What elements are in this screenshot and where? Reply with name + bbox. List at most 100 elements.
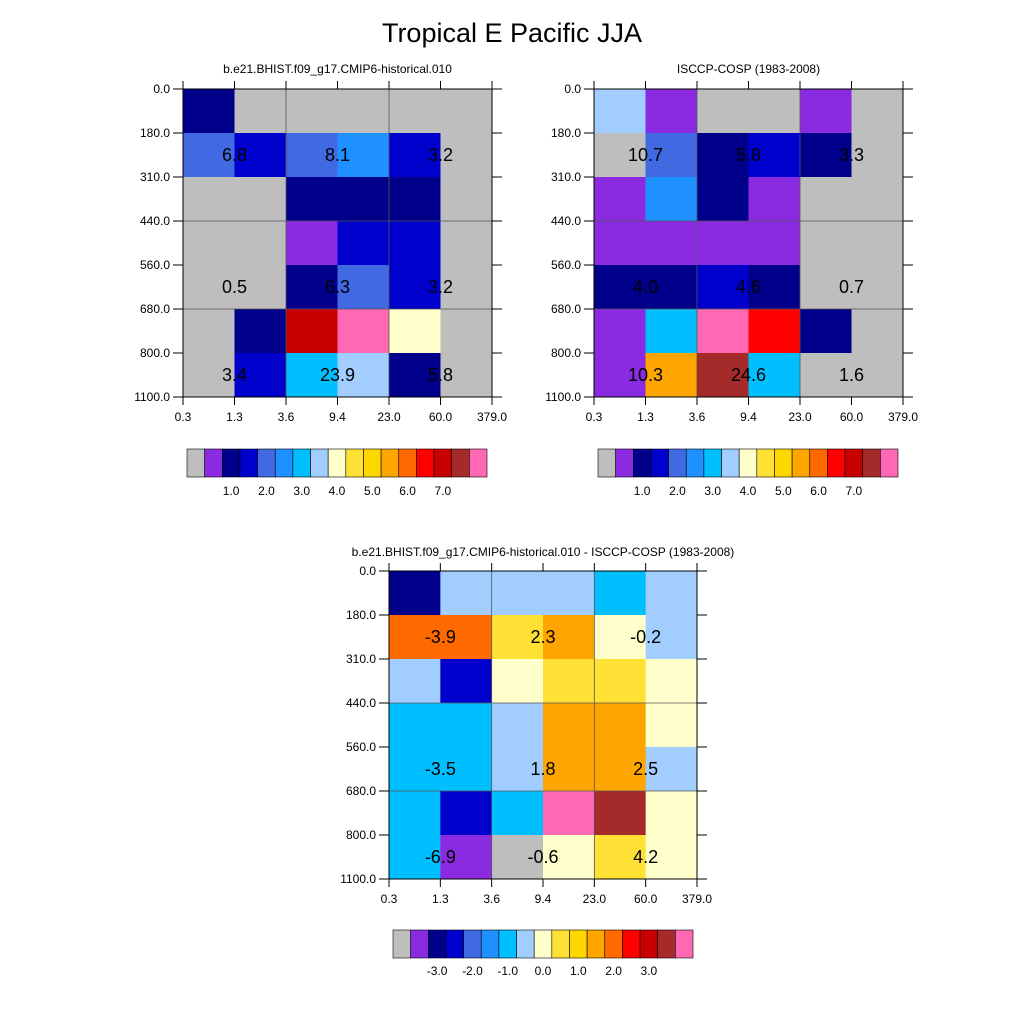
heatmap-cell <box>697 89 749 134</box>
heatmap-cell <box>440 571 493 616</box>
heatmap-cell <box>594 177 646 222</box>
panels-group: b.e21.BHIST.f09_g17.CMIP6-historical.010… <box>134 62 918 978</box>
cell-value-label: 1.6 <box>839 365 864 385</box>
cell-value-label: -3.5 <box>425 759 456 779</box>
heatmap-cell <box>337 353 390 398</box>
heatmap-cell <box>440 703 493 748</box>
heatmap-cell <box>440 265 493 310</box>
heatmap-cell <box>697 177 749 222</box>
heatmap-cell <box>800 89 852 134</box>
heatmap-cell <box>440 177 493 222</box>
heatmap-cell <box>748 309 801 354</box>
y-tick-label: 0.0 <box>564 82 581 96</box>
heatmap-cell <box>440 309 493 354</box>
colorbar-swatch <box>569 929 588 959</box>
colorbar-swatch <box>310 448 329 478</box>
colorbar-label: 1.0 <box>634 484 651 498</box>
heatmap-cell <box>491 791 544 836</box>
heatmap-cell <box>234 309 287 354</box>
heatmap-cell <box>800 265 852 310</box>
colorbar-swatch <box>657 929 676 959</box>
heatmap-cell <box>286 177 338 222</box>
colorbar-swatch <box>398 448 417 478</box>
x-tick-label: 0.3 <box>175 410 192 424</box>
heatmap-cell <box>440 353 493 398</box>
cell-value-label: -3.9 <box>425 627 456 647</box>
heatmap-cell <box>389 353 441 398</box>
colorbar-label: -3.0 <box>427 964 448 978</box>
colorbar-swatch <box>650 448 669 478</box>
colorbar-swatch <box>392 929 411 959</box>
cell-value-label: 4.2 <box>633 847 658 867</box>
heatmap-cell <box>183 133 235 178</box>
colorbar-label: -2.0 <box>462 964 483 978</box>
heatmap-cell <box>389 659 441 704</box>
x-tick-label: 23.0 <box>788 410 812 424</box>
colorbar-swatch <box>880 448 899 478</box>
cell-value-label: 8.1 <box>325 145 350 165</box>
heatmap-cell <box>594 353 646 398</box>
colorbar-swatch <box>274 448 294 478</box>
colorbar-swatch <box>463 929 482 959</box>
panel-title: b.e21.BHIST.f09_g17.CMIP6-historical.010… <box>352 545 735 559</box>
heatmap-cell <box>183 89 235 134</box>
heatmap-cell <box>337 177 390 222</box>
heatmap-cell <box>234 265 287 310</box>
cell-value-label: -6.9 <box>425 847 456 867</box>
heatmap-cell <box>491 703 544 748</box>
y-tick-label: 440.0 <box>346 696 376 710</box>
colorbar-swatch <box>827 448 846 478</box>
heatmap-cell <box>697 353 749 398</box>
heatmap-cell <box>748 133 801 178</box>
heatmap-cell <box>337 309 390 354</box>
heatmap-cell <box>389 133 441 178</box>
cell-value-label: 3.4 <box>222 365 247 385</box>
colorbar-label: 3.0 <box>293 484 310 498</box>
heatmap-cell <box>440 89 493 134</box>
colorbar-swatch <box>809 448 828 478</box>
heatmap-cell <box>337 89 390 134</box>
colorbar-label: 6.0 <box>810 484 827 498</box>
y-tick-label: 310.0 <box>551 170 581 184</box>
x-tick-label: 379.0 <box>477 410 507 424</box>
colorbar-swatch <box>685 448 705 478</box>
heatmap-cell <box>543 747 595 792</box>
heatmap-cell <box>440 221 493 266</box>
heatmap-cell <box>543 703 595 748</box>
heatmap-cell <box>389 615 441 660</box>
colorbar-label: 0.0 <box>535 964 552 978</box>
colorbar-swatch <box>292 448 311 478</box>
y-tick-label: 440.0 <box>140 214 170 228</box>
colorbar-swatch <box>410 929 429 959</box>
heatmap-cell <box>851 177 904 222</box>
colorbar-swatch <box>862 448 881 478</box>
cell-value-label: 0.7 <box>839 277 864 297</box>
y-tick-label: 180.0 <box>551 126 581 140</box>
heatmap-cell <box>234 221 287 266</box>
heatmap-cell <box>543 791 595 836</box>
colorbar-swatch <box>416 448 435 478</box>
y-tick-label: 800.0 <box>551 346 581 360</box>
x-tick-label: 23.0 <box>583 892 607 906</box>
heatmap-cell <box>286 309 338 354</box>
cell-value-label: 6.3 <box>325 277 350 297</box>
x-tick-label: 379.0 <box>888 410 918 424</box>
heatmap-cell <box>594 703 647 748</box>
heatmap-cell <box>337 265 390 310</box>
colorbar-swatch <box>480 929 500 959</box>
x-tick-label: 60.0 <box>634 892 658 906</box>
heatmap-cell <box>748 353 801 398</box>
heatmap-cell <box>594 265 646 310</box>
cell-value-label: 0.5 <box>222 277 247 297</box>
heatmap-cell <box>389 747 441 792</box>
heatmap-cell <box>440 133 493 178</box>
heatmap-cell <box>234 89 287 134</box>
heatmap-cell <box>800 353 852 398</box>
y-tick-label: 0.0 <box>153 82 170 96</box>
colorbar-swatch <box>363 448 382 478</box>
heatmap-cell <box>286 133 338 178</box>
heatmap-cell <box>594 659 647 704</box>
y-tick-label: 1100.0 <box>134 390 170 404</box>
colorbar-swatch <box>639 929 659 959</box>
